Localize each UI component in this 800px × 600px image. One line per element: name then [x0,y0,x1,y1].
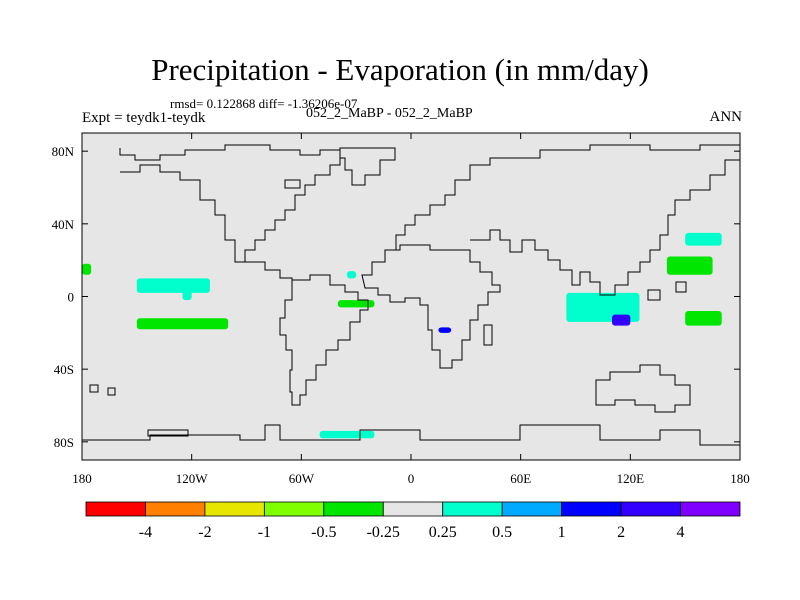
case-label: 052_2_MaBP - 052_2_MaBP [306,106,473,121]
region-southern-ocean-atlantic [319,430,375,439]
coastline-madagascar [483,324,493,346]
colorbar-swatch [382,501,444,517]
y-tick-label: 40N [52,217,75,232]
x-tick-label: 180 [72,471,92,486]
coastline-greenland [339,147,396,186]
colorbar: -4 -2 -1 -0.5 -0.25 0.25 0.5 1 2 4 [85,501,741,541]
colorbar-swatch [620,501,681,517]
x-tick-label: 120E [617,471,645,486]
anomaly-regions [82,232,722,439]
region-central-pacific-itcz [136,278,210,293]
colorbar-label: 0.25 [429,524,457,541]
region-maritime-continent-core [612,314,631,326]
colorbar-label: 1 [558,524,566,541]
region-north-atlantic-off-africa [347,271,357,279]
colorbar-label: -0.5 [311,524,336,541]
colorbar-label: 4 [677,524,685,541]
y-axis: 80N 40N 0 40S 80S [52,144,740,450]
season-label: ANN [709,109,743,125]
colorbar-label: -4 [139,524,152,541]
x-tick-label: 60W [289,471,315,486]
coastline-south-america [279,274,369,406]
colorbar-swatch [680,501,741,517]
coastlines [82,144,740,446]
colorbar-swatch [501,501,563,517]
y-tick-label: 80S [54,435,74,450]
region-equatorial-atlantic [337,300,375,308]
y-tick-label: 80N [52,144,75,159]
colorbar-swatch [323,501,384,517]
colorbar-label: 0.5 [492,524,512,541]
region-south-pacific-band [136,318,229,330]
experiment-label: Expt = teydk1-teydk [82,110,206,126]
coastline-asia [470,144,740,296]
rmsd-diff-stats: rmsd= 0.122868 diff= -1.36206e-07 [170,96,358,111]
colorbar-label: -1 [258,524,271,541]
coastline-europe [395,157,505,250]
x-axis: 180 120W 60W 0 60E 120E 180 [72,133,750,486]
x-tick-label: 0 [408,471,415,486]
map-background [82,133,740,460]
colorbar-label: -0.25 [367,524,400,541]
region-central-pacific-west-edge [82,263,92,275]
y-tick-label: 0 [68,290,75,305]
colorbar-swatch [263,501,325,517]
x-tick-label: 60E [510,471,531,486]
colorbar-swatch [85,501,146,517]
chart-title: Precipitation - Evaporation (in mm/day) [151,52,649,87]
region-madagascar-channel [438,327,452,333]
region-western-pacific-subtropical [666,256,713,275]
colorbar-swatch [145,501,206,517]
colorbar-swatch [561,501,622,517]
coastline-africa [361,244,501,369]
region-western-pacific-north [685,232,722,246]
coastline-central-america [245,261,293,285]
coastline-australia [595,364,691,413]
region-equatorial-central-pacific [182,289,192,301]
colorbar-label: -2 [198,524,211,541]
x-tick-label: 180 [730,471,750,486]
coastline-islands [89,179,687,437]
x-tick-label: 120W [176,471,209,486]
y-tick-label: 40S [54,362,74,377]
region-south-pacific-convergence [685,311,722,326]
coastline-north-america [119,144,341,263]
colorbar-swatch [204,501,265,517]
colorbar-swatch [442,501,503,517]
colorbar-label: 2 [617,524,625,541]
coastline-antarctica [82,424,740,446]
